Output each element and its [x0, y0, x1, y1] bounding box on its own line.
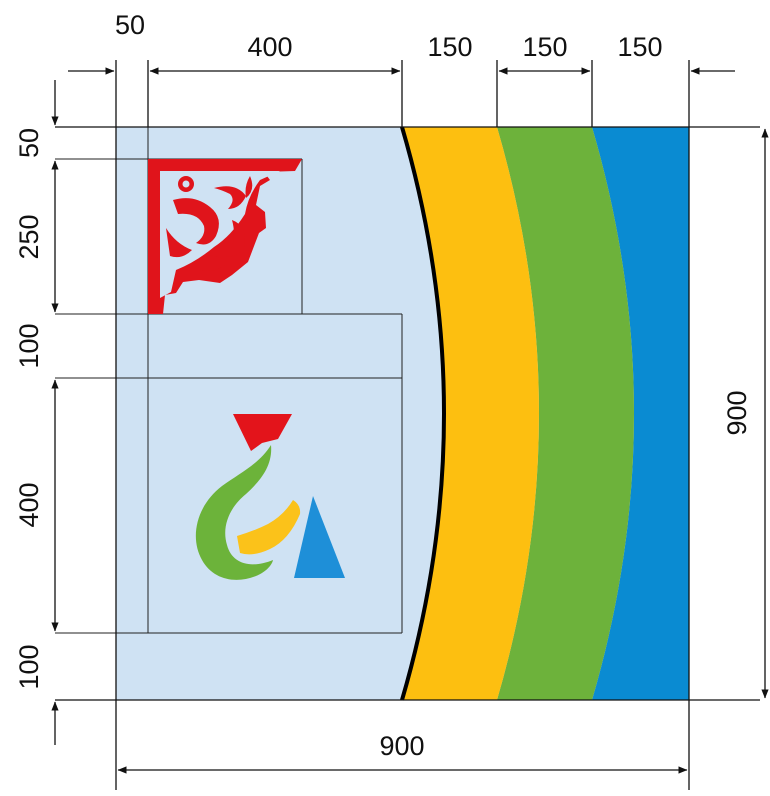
dim-label-left-50: 50: [14, 128, 44, 158]
logo-blue-shape: [294, 496, 345, 578]
dim-label-top-150-a: 150: [427, 32, 472, 62]
dim-label-top-150-c: 150: [617, 32, 662, 62]
dim-label-top-50: 50: [115, 10, 145, 40]
corner-ornament-icon: [148, 159, 302, 314]
green-stripe: [497, 127, 634, 700]
blue-stripe: [592, 127, 689, 700]
emblem-logo-icon: [195, 414, 345, 580]
dim-label-width: 900: [379, 731, 424, 761]
logo-yellow-shape: [237, 500, 301, 555]
dim-label-left-100-a: 100: [14, 323, 44, 368]
dim-label-left-250: 250: [14, 214, 44, 259]
dim-label-top-400: 400: [247, 32, 292, 62]
dim-label-left-400: 400: [14, 482, 44, 527]
dim-label-height: 900: [722, 390, 752, 435]
dim-label-top-150-b: 150: [522, 32, 567, 62]
dim-label-left-100-b: 100: [14, 644, 44, 689]
logo-green-shape: [195, 445, 273, 580]
yellow-stripe: [402, 127, 539, 700]
logo-red-shape: [233, 414, 292, 451]
arc-edge: [400, 126, 446, 701]
